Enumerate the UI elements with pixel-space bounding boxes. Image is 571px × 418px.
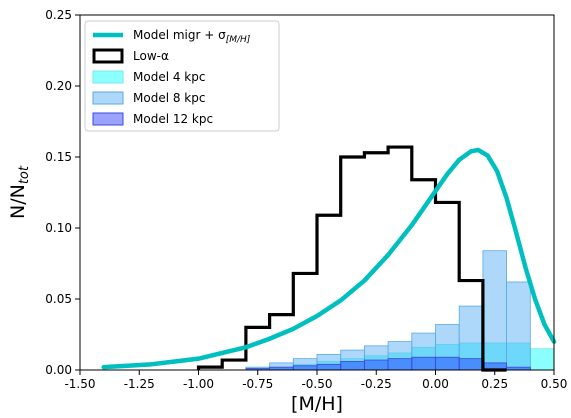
legend-swatch	[92, 48, 124, 64]
y-axis-ticks: 0.00 0.05 0.10 0.15 0.20 0.25	[45, 8, 80, 377]
x-tick-label: 0.50	[541, 377, 568, 391]
x-tick-label: -1.50	[64, 377, 95, 391]
bar-m4	[529, 348, 555, 371]
migration-curve	[101, 147, 557, 370]
bar-m12	[387, 358, 413, 371]
x-tick-label: -0.25	[361, 377, 392, 391]
legend-item-m8: Model 8 kpc	[92, 91, 205, 105]
x-tick-label: -1.25	[124, 377, 155, 391]
bar-m12	[316, 363, 342, 371]
y-tick-label: 0.15	[45, 150, 72, 164]
bar-m12	[363, 359, 389, 371]
bar-m8	[482, 250, 507, 371]
y-tick-label: 0.00	[45, 363, 72, 377]
migration-curve-line	[101, 147, 557, 370]
y-axis-label: N/Ntot	[7, 165, 32, 219]
x-tick-label: -0.50	[301, 377, 332, 391]
series-m8	[245, 250, 531, 371]
y-tick-label: 0.05	[45, 292, 72, 306]
y-axis-label-sub: tot	[17, 165, 32, 184]
legend-label: Model migr + σ[M/H]	[133, 28, 251, 45]
legend-swatch	[92, 70, 124, 84]
legend: Model migr + σ[M/H] Low-α Model 4 kpc Model…	[84, 20, 280, 132]
y-tick-label: 0.20	[45, 79, 72, 93]
legend-item-migr: Model migr + σ[M/H]	[93, 28, 251, 45]
bar-m8	[506, 281, 531, 371]
y-tick-label: 0.25	[45, 8, 72, 22]
x-tick-label: -1.00	[183, 377, 214, 391]
legend-swatch	[92, 91, 124, 105]
bar-m12	[292, 365, 318, 371]
bar-m12	[435, 356, 460, 371]
y-tick-label: 0.10	[45, 221, 72, 235]
bar-m12	[411, 356, 436, 371]
legend-swatch	[92, 112, 124, 126]
legend-box	[84, 20, 280, 132]
y-axis-label-main: N/N	[7, 184, 29, 219]
bar-m12	[340, 361, 365, 371]
model-histograms	[245, 250, 555, 371]
legend-label: Model 8 kpc	[133, 91, 205, 105]
legend-item-m12: Model 12 kpc	[92, 112, 213, 126]
legend-item-lowalpha: Low-α	[92, 48, 169, 64]
x-tick-label: 0.00	[422, 377, 449, 391]
x-tick-label: 0.25	[481, 377, 508, 391]
legend-label: Model 4 kpc	[133, 70, 205, 84]
x-axis-label: [M/H]	[291, 393, 343, 415]
bar-m12	[458, 358, 484, 371]
legend-label: Low-α	[133, 49, 169, 63]
x-axis-ticks: -1.50 -1.25 -1.00 -0.75 -0.50 -0.25 0.00 0.25 0.…	[64, 370, 567, 391]
x-tick-label: -0.75	[242, 377, 273, 391]
legend-item-m4: Model 4 kpc	[92, 70, 205, 84]
legend-label: Model 12 kpc	[133, 112, 213, 126]
